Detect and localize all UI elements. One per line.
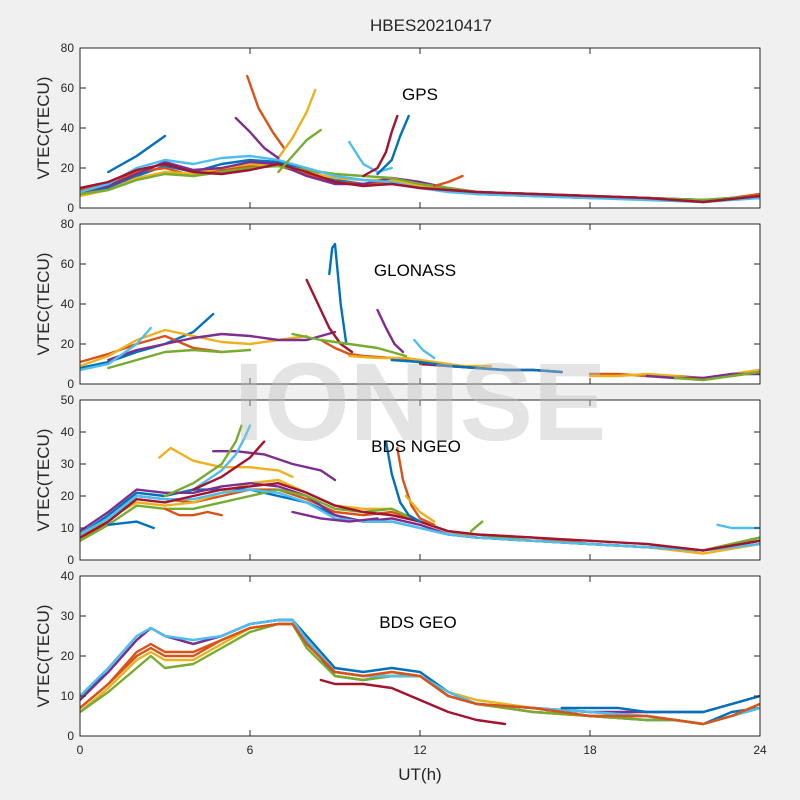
series-line xyxy=(80,622,760,726)
x-tick-label: 0 xyxy=(77,743,84,757)
series-line xyxy=(376,114,410,176)
y-tick-label: 30 xyxy=(61,457,75,471)
y-tick-label: 30 xyxy=(61,609,75,623)
y-tick-label: 60 xyxy=(61,81,75,95)
series-line xyxy=(376,308,405,354)
panel-label: GPS xyxy=(402,85,438,104)
figure-title: HBES20210417 xyxy=(370,16,492,35)
y-tick-label: 0 xyxy=(67,377,74,391)
series-line xyxy=(80,326,152,372)
y-tick-label: 40 xyxy=(61,297,75,311)
series-line xyxy=(163,507,223,517)
series-line xyxy=(234,116,280,160)
panel-label: GLONASS xyxy=(374,261,456,280)
y-tick-label: 10 xyxy=(61,521,75,535)
plot-area xyxy=(80,224,760,384)
series-line xyxy=(80,482,760,552)
y-tick-label: 50 xyxy=(61,393,75,407)
y-tick-label: 0 xyxy=(67,553,74,567)
series-line xyxy=(80,488,760,552)
watermark: IONISE xyxy=(234,341,607,464)
series-line xyxy=(716,523,760,530)
y-tick-label: 60 xyxy=(61,257,75,271)
series-line xyxy=(277,128,322,174)
y-axis-label: VTEC(TECU) xyxy=(34,429,53,532)
x-axis-label: UT(h) xyxy=(398,765,441,784)
series-line xyxy=(396,446,436,526)
series-line xyxy=(80,328,308,368)
y-tick-label: 40 xyxy=(61,121,75,135)
y-tick-label: 80 xyxy=(61,217,75,231)
series-line xyxy=(384,440,422,523)
x-tick-label: 12 xyxy=(413,743,427,757)
panel-4: 0 10 20 30 40 VTEC(TECU) BDS GEO xyxy=(34,569,761,743)
x-tick-label: 24 xyxy=(753,743,767,757)
x-tick-label: 6 xyxy=(247,743,254,757)
series-line xyxy=(277,88,317,160)
series-line xyxy=(192,424,252,491)
panel-3: 0 10 20 30 40 50 VTEC(TECU) BDS NGEO xyxy=(34,393,761,567)
series-line xyxy=(404,494,436,523)
panel-1: 0 20 40 60 80 VTEC(TECU) GPS xyxy=(34,41,761,215)
y-tick-label: 40 xyxy=(61,425,75,439)
series-line xyxy=(413,338,436,360)
series-line xyxy=(348,140,393,174)
y-tick-label: 0 xyxy=(67,201,74,215)
series-group xyxy=(80,618,760,726)
y-tick-label: 80 xyxy=(61,41,75,55)
y-tick-label: 20 xyxy=(61,161,75,175)
series-line xyxy=(80,154,760,204)
series-line xyxy=(158,446,294,478)
x-tick-label: 18 xyxy=(583,743,597,757)
y-tick-label: 20 xyxy=(61,649,75,663)
series-group xyxy=(80,424,760,555)
series-line xyxy=(305,278,354,354)
y-tick-label: 10 xyxy=(61,689,75,703)
series-line xyxy=(107,520,155,530)
series-line xyxy=(246,74,286,150)
series-line xyxy=(192,440,266,491)
panels: 0 20 40 60 80 VTEC(TECU) GPS 0 20 40 60 80 VTEC(TECU… xyxy=(34,41,761,743)
y-tick-label: 40 xyxy=(61,569,75,583)
panel-label: BDS GEO xyxy=(379,613,456,632)
series-line xyxy=(212,450,337,482)
y-tick-label: 20 xyxy=(61,337,75,351)
y-axis-label: VTEC(TECU) xyxy=(34,253,53,356)
series-line xyxy=(433,174,464,188)
y-tick-label: 20 xyxy=(61,489,75,503)
series-group xyxy=(80,74,760,204)
series-group xyxy=(80,242,760,382)
series-line xyxy=(362,114,399,178)
y-axis-label: VTEC(TECU) xyxy=(34,605,53,708)
series-line xyxy=(80,334,223,364)
panel-2: 0 20 40 60 80 VTEC(TECU) GLONASS xyxy=(34,217,761,391)
series-line xyxy=(80,162,760,204)
series-line xyxy=(560,694,760,714)
series-line xyxy=(348,354,492,368)
plot-area xyxy=(80,400,760,560)
series-line xyxy=(163,424,243,498)
series-line xyxy=(673,370,760,382)
y-axis-label: VTEC(TECU) xyxy=(34,77,53,180)
series-line xyxy=(107,134,167,174)
series-line xyxy=(107,330,337,362)
y-tick-label: 0 xyxy=(67,729,74,743)
series-line xyxy=(291,332,407,358)
x-axis: 0 6 12 18 24 xyxy=(77,743,767,757)
series-line xyxy=(80,622,760,726)
series-line xyxy=(291,510,379,523)
panel-label: BDS NGEO xyxy=(371,437,461,456)
series-line xyxy=(469,520,484,533)
series-line xyxy=(390,358,563,374)
series-line xyxy=(328,242,348,346)
series-line xyxy=(107,348,252,370)
series-line xyxy=(319,678,507,726)
